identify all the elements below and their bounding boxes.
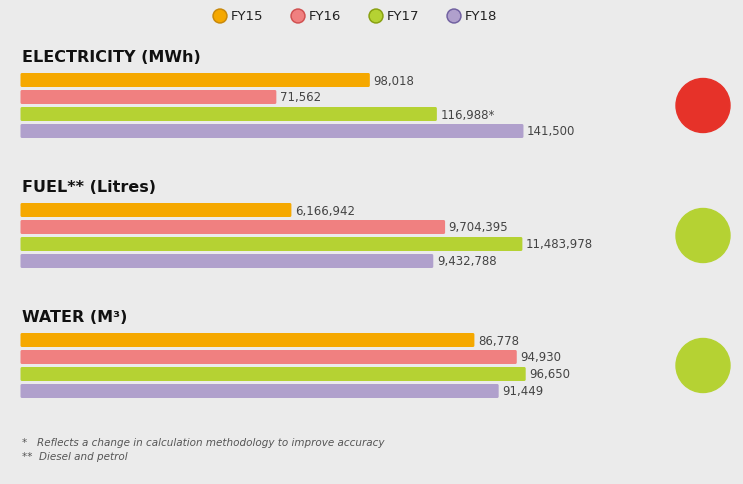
FancyBboxPatch shape [21, 238, 522, 252]
Circle shape [676, 339, 730, 393]
Text: FY15: FY15 [231, 11, 264, 23]
Text: FUEL** (Litres): FUEL** (Litres) [22, 179, 156, 194]
Text: 21%: 21% [687, 108, 720, 122]
FancyBboxPatch shape [21, 333, 474, 348]
Text: ↓: ↓ [697, 353, 710, 368]
Text: 96,650: 96,650 [529, 368, 570, 381]
Circle shape [371, 12, 381, 22]
Text: 71,562: 71,562 [280, 91, 321, 104]
FancyBboxPatch shape [21, 108, 437, 122]
Text: **  Diesel and petrol: ** Diesel and petrol [22, 451, 128, 461]
Text: 18%: 18% [687, 238, 720, 252]
Text: 116,988*: 116,988* [441, 108, 495, 121]
FancyBboxPatch shape [21, 125, 524, 139]
Text: 6,166,942: 6,166,942 [295, 204, 355, 217]
Circle shape [215, 12, 225, 22]
FancyBboxPatch shape [21, 91, 276, 105]
Text: 86,778: 86,778 [478, 334, 519, 347]
Circle shape [213, 10, 227, 24]
Circle shape [449, 12, 459, 22]
Text: *   Reflects a change in calculation methodology to improve accuracy: * Reflects a change in calculation metho… [22, 437, 384, 447]
FancyBboxPatch shape [21, 350, 517, 364]
Circle shape [369, 10, 383, 24]
Text: 11,483,978: 11,483,978 [526, 238, 593, 251]
Text: ↑: ↑ [697, 94, 710, 109]
Text: 98,018: 98,018 [373, 75, 414, 87]
FancyBboxPatch shape [21, 221, 445, 235]
Text: 141,500: 141,500 [527, 125, 575, 138]
Text: 5%: 5% [691, 368, 715, 382]
FancyBboxPatch shape [21, 255, 433, 269]
Text: 94,930: 94,930 [520, 351, 561, 364]
FancyBboxPatch shape [21, 367, 526, 381]
Text: FY17: FY17 [387, 11, 420, 23]
Text: WATER (M³): WATER (M³) [22, 309, 127, 324]
Text: ELECTRICITY (MWh): ELECTRICITY (MWh) [22, 49, 201, 64]
FancyBboxPatch shape [21, 204, 291, 217]
Text: FY16: FY16 [309, 11, 341, 23]
FancyBboxPatch shape [21, 74, 370, 88]
Circle shape [291, 10, 305, 24]
Circle shape [676, 209, 730, 263]
Text: 91,449: 91,449 [502, 385, 543, 398]
Circle shape [676, 79, 730, 133]
Text: ↓: ↓ [697, 224, 710, 239]
Circle shape [293, 12, 303, 22]
Circle shape [447, 10, 461, 24]
Text: FY18: FY18 [465, 11, 497, 23]
Text: 9,704,395: 9,704,395 [449, 221, 508, 234]
Text: 9,432,788: 9,432,788 [437, 255, 496, 268]
FancyBboxPatch shape [21, 384, 499, 398]
